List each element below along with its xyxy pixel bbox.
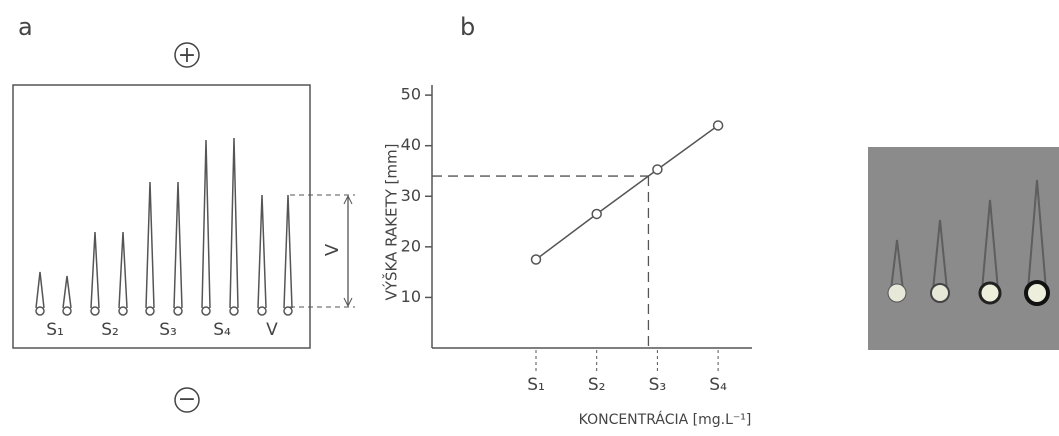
x-tick-label: S₃ [649, 375, 667, 395]
rocket [35, 271, 45, 309]
panel-label: b [460, 13, 475, 41]
rocket [173, 181, 183, 309]
gel-photo [868, 147, 1059, 350]
well [90, 306, 100, 316]
sample-label: S₄ [213, 320, 231, 340]
cathode-sign: − [178, 387, 196, 412]
photo-rockets [890, 179, 1047, 291]
well [201, 306, 211, 316]
rocket [283, 194, 293, 309]
plot: 10 20 30 40 50 S₁ S₂ S₃ S₄ [401, 85, 727, 395]
well [257, 306, 267, 316]
sample-label: V [266, 320, 278, 340]
well [229, 306, 239, 316]
x-tick-label: S₂ [588, 375, 606, 395]
photo-rocket [932, 219, 948, 291]
well [145, 306, 155, 316]
photo-well [887, 283, 907, 303]
rocket [257, 194, 267, 309]
data-point [530, 254, 542, 265]
sample-label: S₁ [46, 320, 64, 340]
y-tick-label: 20 [401, 236, 421, 255]
well [118, 306, 128, 316]
photo-well [930, 283, 950, 303]
photo-wells [887, 280, 1050, 306]
well [35, 306, 45, 316]
photo-rocket [890, 239, 904, 291]
height-label: V [322, 243, 343, 256]
y-axis-label: VÝŠKA RAKETY [mm] [382, 144, 401, 301]
anode-sign: + [178, 43, 196, 68]
rocket [90, 231, 100, 309]
x-tick-label: S₄ [709, 375, 727, 395]
photo-rocket [1027, 179, 1047, 291]
x-tick-label: S₁ [527, 375, 545, 395]
y-tick-label: 30 [401, 186, 421, 205]
rocket [201, 139, 211, 309]
rocket [118, 231, 128, 309]
arrow-heads [343, 194, 353, 308]
panel-label: a [18, 13, 33, 41]
well [283, 306, 293, 316]
rocket [229, 137, 239, 309]
photo-well [978, 281, 1002, 305]
y-tick-label: 40 [401, 135, 421, 154]
data-point [591, 208, 602, 220]
rocket [62, 275, 72, 309]
anode-circle [174, 42, 200, 68]
rockets: S₁ S₂ S₃ S₄ V [35, 137, 293, 340]
data-point [712, 120, 724, 131]
well [62, 306, 72, 316]
y-tick-label: 10 [401, 287, 421, 306]
x-axis-label: KONCENTRÁCIA [mg.L⁻¹] [579, 411, 752, 428]
data-line [535, 124, 719, 261]
photo-rocket [981, 199, 999, 291]
data-point [652, 164, 663, 175]
cathode-circle [174, 387, 200, 413]
gel-frame [12, 84, 311, 349]
photo-well [1024, 280, 1050, 306]
rocket [145, 181, 155, 309]
sample-label: S₃ [159, 320, 177, 340]
sample-label: S₂ [101, 320, 119, 340]
well [173, 306, 183, 316]
y-tick-label: 50 [401, 85, 421, 104]
